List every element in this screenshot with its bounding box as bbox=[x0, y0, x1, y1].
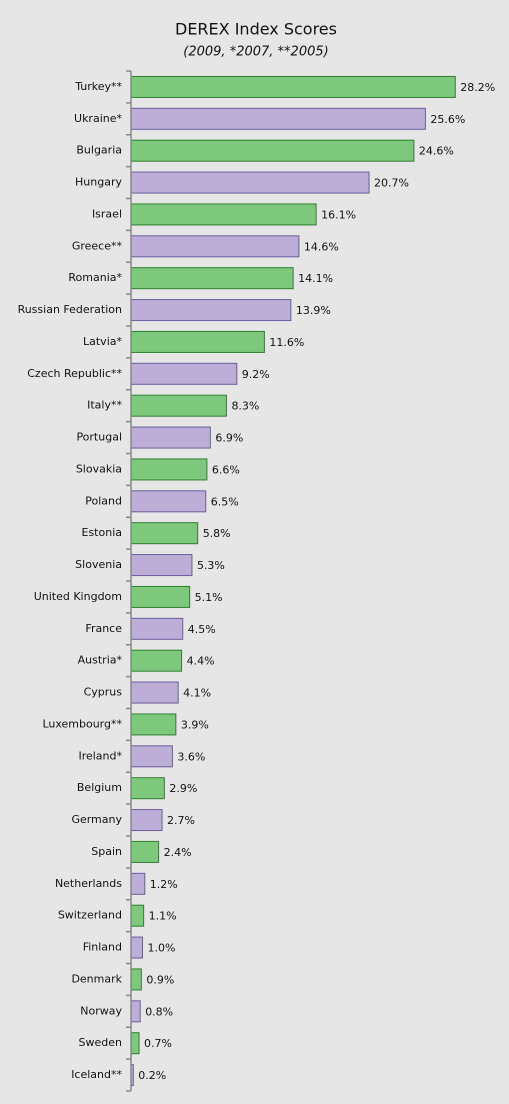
bar bbox=[130, 330, 265, 353]
y-tick-label: Estonia bbox=[82, 526, 123, 539]
data-label: 25.6% bbox=[430, 113, 465, 126]
bar bbox=[130, 872, 146, 895]
bar bbox=[130, 617, 184, 640]
y-tick-label: Greece** bbox=[72, 239, 123, 252]
bar bbox=[130, 75, 456, 98]
bar bbox=[130, 394, 227, 417]
y-tick-label: Austria* bbox=[78, 654, 123, 667]
data-label: 14.1% bbox=[298, 272, 333, 285]
data-label: 2.7% bbox=[167, 814, 195, 827]
y-tick-label: Switzerland bbox=[58, 909, 122, 922]
y-tick-label: Netherlands bbox=[55, 877, 122, 890]
data-label: 4.4% bbox=[187, 655, 215, 668]
bar bbox=[130, 681, 179, 704]
bar bbox=[130, 968, 142, 991]
data-label: 2.9% bbox=[169, 782, 197, 795]
data-label: 2.4% bbox=[164, 846, 192, 859]
chart-title: DEREX Index Scores bbox=[175, 20, 337, 39]
y-tick-label: Luxembourg** bbox=[42, 717, 122, 730]
data-label: 20.7% bbox=[374, 177, 409, 190]
y-tick-label: Romania* bbox=[68, 271, 122, 284]
y-tick-label: Italy** bbox=[87, 399, 122, 412]
bar bbox=[130, 171, 370, 194]
data-label: 4.5% bbox=[188, 623, 216, 636]
y-tick-label: Russian Federation bbox=[18, 303, 122, 316]
data-label: 13.9% bbox=[296, 304, 331, 317]
bar bbox=[130, 362, 238, 385]
bar bbox=[130, 107, 426, 130]
y-tick-label: United Kingdom bbox=[34, 590, 122, 603]
data-label: 16.1% bbox=[321, 208, 356, 221]
y-tick-label: Spain bbox=[91, 845, 122, 858]
y-tick-label: Hungary bbox=[75, 176, 122, 189]
y-tick-label: Denmark bbox=[71, 972, 122, 985]
data-label: 4.1% bbox=[183, 687, 211, 700]
y-tick-label: Norway bbox=[80, 1004, 122, 1017]
y-tick-label: Belgium bbox=[77, 781, 122, 794]
y-tick-label: Sweden bbox=[79, 1036, 122, 1049]
data-label: 14.6% bbox=[304, 240, 339, 253]
data-label: 0.8% bbox=[145, 1005, 173, 1018]
bar bbox=[130, 554, 193, 577]
bar bbox=[130, 1000, 141, 1023]
y-tick-label: Finland bbox=[83, 941, 122, 954]
data-label: 5.8% bbox=[203, 527, 231, 540]
data-label: 9.2% bbox=[242, 368, 270, 381]
bar bbox=[130, 840, 160, 863]
bar bbox=[130, 235, 300, 258]
data-label: 6.6% bbox=[212, 463, 240, 476]
bar bbox=[130, 490, 207, 513]
data-label: 1.2% bbox=[150, 878, 178, 891]
bar bbox=[130, 1032, 140, 1055]
data-label: 3.9% bbox=[181, 718, 209, 731]
y-tick-label: Czech Republic** bbox=[27, 367, 122, 380]
y-tick-label: France bbox=[85, 622, 122, 635]
bar bbox=[130, 777, 165, 800]
bar bbox=[130, 426, 211, 449]
y-tick-label: Israel bbox=[92, 207, 122, 220]
y-tick-label: Turkey** bbox=[74, 80, 122, 93]
bar bbox=[130, 809, 163, 832]
y-tick-label: Germany bbox=[71, 813, 122, 826]
bar bbox=[130, 936, 143, 959]
bar bbox=[130, 522, 199, 545]
data-label: 3.6% bbox=[177, 750, 205, 763]
bar bbox=[130, 713, 177, 736]
y-tick-label: Slovenia bbox=[75, 558, 122, 571]
y-tick-label: Poland bbox=[85, 494, 122, 507]
bar bbox=[130, 745, 173, 768]
data-label: 1.1% bbox=[149, 910, 177, 923]
bar bbox=[130, 267, 294, 290]
bar bbox=[130, 458, 208, 481]
y-tick-label: Bulgaria bbox=[76, 144, 122, 157]
bar bbox=[130, 139, 415, 162]
data-label: 5.3% bbox=[197, 559, 225, 572]
data-label: 1.0% bbox=[148, 942, 176, 955]
y-tick-label: Slovakia bbox=[76, 462, 122, 475]
y-tick-label: Latvia* bbox=[83, 335, 122, 348]
data-label: 0.2% bbox=[138, 1069, 166, 1082]
bar bbox=[130, 585, 191, 608]
y-tick-label: Ireland* bbox=[78, 749, 122, 762]
bar bbox=[130, 649, 183, 672]
bar bbox=[130, 299, 292, 322]
y-tick-label: Cyprus bbox=[84, 686, 123, 699]
data-label: 0.7% bbox=[144, 1037, 172, 1050]
data-label: 6.9% bbox=[215, 432, 243, 445]
data-label: 0.9% bbox=[146, 973, 174, 986]
y-tick-label: Ukraine* bbox=[74, 112, 122, 125]
y-tick-label: Iceland** bbox=[71, 1068, 122, 1081]
data-label: 24.6% bbox=[419, 145, 454, 158]
data-label: 8.3% bbox=[231, 400, 259, 413]
chart-subtitle: (2009, *2007, **2005) bbox=[183, 45, 328, 60]
bar bbox=[130, 203, 317, 226]
data-label: 6.5% bbox=[211, 495, 239, 508]
data-label: 28.2% bbox=[460, 81, 495, 94]
data-label: 5.1% bbox=[195, 591, 223, 604]
bar bbox=[130, 904, 145, 927]
y-tick-label: Portugal bbox=[76, 431, 122, 444]
data-label: 11.6% bbox=[269, 336, 304, 349]
